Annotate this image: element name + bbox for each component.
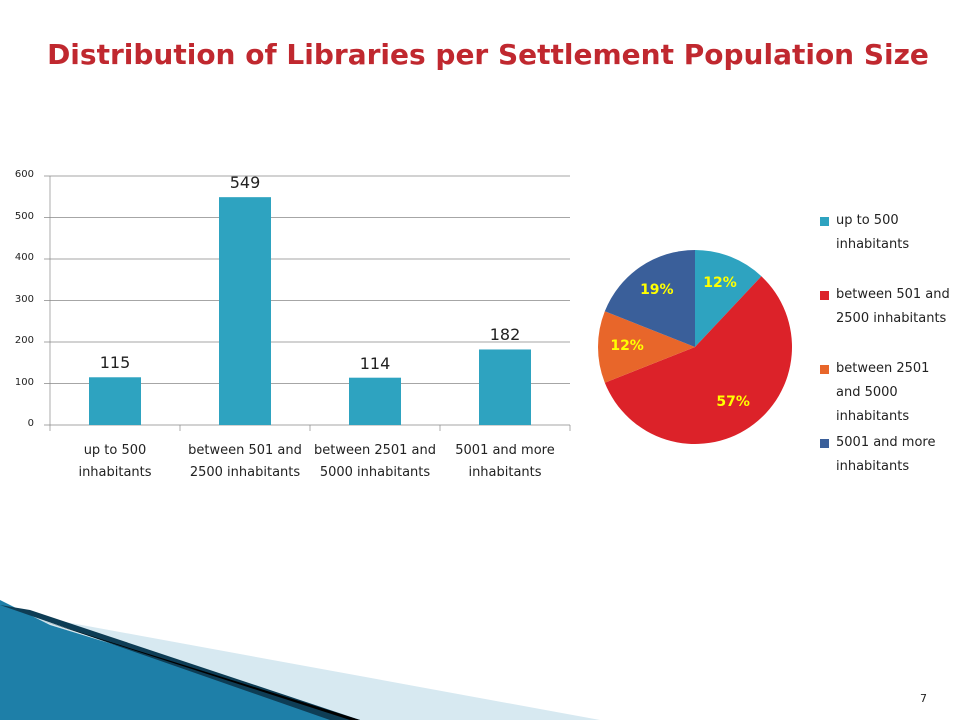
y-tick-label: 100: [14, 376, 34, 388]
y-tick-label: 200: [14, 335, 34, 346]
data-label: 114: [359, 353, 391, 373]
bar: [219, 197, 271, 425]
data-label: 182: [489, 325, 521, 345]
x-tick-label: 5001 and more inhabitants: [455, 443, 555, 480]
x-tick-label: between 501 and 2500 inhabitants: [188, 443, 302, 480]
pie-slice: [604, 276, 793, 445]
data-label: 57%: [716, 394, 750, 411]
legend-label: between 501 and 2500 inhabitants: [836, 287, 950, 326]
legend-swatch: [820, 217, 829, 226]
data-label: 115: [99, 353, 131, 373]
bar: [89, 377, 141, 425]
y-tick-label: 400: [14, 252, 34, 263]
legend-label: between 2501 and 5000 inhabitants: [836, 361, 930, 424]
decor: [0, 600, 360, 720]
bar: [349, 377, 401, 425]
legend-swatch: [820, 291, 829, 300]
data-label: 12%: [703, 274, 737, 291]
data-label: 19%: [640, 281, 674, 298]
pie-slice: [598, 311, 695, 383]
legend-swatch: [820, 439, 829, 448]
data-label: 12%: [610, 338, 644, 354]
slide-title: Distribution of Libraries per Settlement…: [47, 38, 929, 71]
x-tick-label: up to 500 inhabitants: [78, 443, 152, 480]
data-label: 549: [229, 173, 261, 193]
x-tick-label: between 2501 and 5000 inhabitants: [313, 443, 437, 480]
pie-slice: [695, 250, 762, 347]
decor: [40, 620, 360, 720]
decor: [0, 605, 360, 720]
legend-label: up to 500 inhabitants: [836, 213, 910, 252]
pie-slice: [604, 250, 695, 347]
y-tick-label: 600: [14, 169, 34, 180]
y-tick-label: 300: [14, 293, 34, 305]
bar: [479, 349, 531, 425]
legend-swatch: [820, 365, 829, 374]
legend-label: 5001 and more inhabitants: [836, 435, 936, 474]
page-number: 7: [920, 692, 927, 705]
y-tick-label: 500: [14, 210, 34, 222]
y-tick-label: 0: [27, 418, 34, 429]
